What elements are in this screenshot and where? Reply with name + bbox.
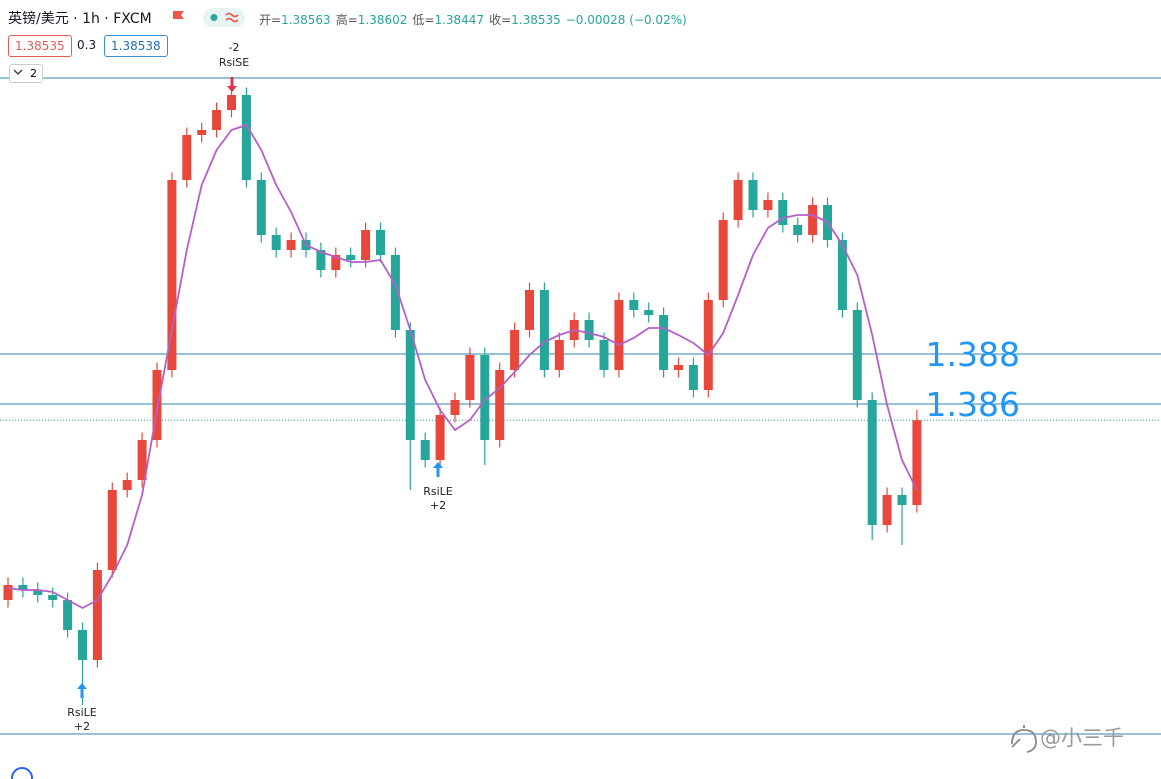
ask-price[interactable]: 1.38538 — [104, 35, 168, 57]
candle-body — [92, 570, 102, 660]
candle-body — [271, 235, 281, 250]
candle-body — [897, 495, 907, 505]
candle-body — [376, 230, 385, 255]
candle-body — [122, 480, 132, 490]
candle-body — [18, 585, 28, 590]
ohlc-label: 高= — [335, 13, 358, 27]
candle-body — [33, 590, 43, 595]
candle-body — [525, 290, 534, 330]
ohlc-row: 开=1.38563 高=1.38602 低=1.38447 收=1.38535 −0.0… — [259, 11, 687, 28]
candle-body — [435, 415, 445, 460]
ohlc-label: 低= — [412, 13, 435, 27]
signal-label: RsiSE — [219, 56, 249, 69]
spread: 0.3 — [77, 38, 97, 52]
candle-body — [361, 230, 371, 260]
candle-body — [405, 330, 415, 440]
watermark: @小三千 — [1040, 726, 1124, 750]
candle-body — [852, 310, 862, 400]
signal-qty: +2 — [430, 499, 446, 512]
candle-body — [420, 440, 430, 460]
candle-body — [674, 365, 683, 370]
candle-body — [629, 300, 639, 310]
signal-arrow — [433, 462, 443, 477]
candle-body — [778, 200, 788, 225]
candle-body — [882, 495, 892, 525]
candle-body — [331, 255, 341, 270]
candle-body — [599, 340, 609, 370]
candle-body — [495, 370, 505, 440]
candle-body — [227, 95, 236, 110]
candle-body — [808, 205, 818, 235]
candle-body — [733, 180, 743, 220]
ohlc-value: 1.38535 — [511, 13, 561, 27]
indicator-toggle[interactable]: 2 — [9, 64, 43, 83]
candle-body — [688, 365, 698, 390]
candle-body — [480, 355, 490, 440]
candle-body — [912, 420, 922, 505]
signal-label: RsiLE — [67, 706, 97, 719]
candle-body — [614, 300, 624, 370]
candle-body — [510, 330, 520, 370]
candle-body — [793, 225, 803, 235]
candle-body — [48, 595, 58, 600]
candle-body — [450, 400, 460, 415]
candle-body — [554, 340, 564, 370]
candle-body — [182, 135, 192, 180]
candle-body — [107, 490, 117, 570]
ohlc-label: 开= — [259, 13, 282, 27]
ohlc-value: 1.38447 — [434, 13, 485, 27]
candle-body — [256, 180, 266, 235]
candle-body — [63, 600, 73, 630]
signal-arrow — [227, 77, 237, 92]
ohlc-label: 收= — [489, 13, 512, 27]
signal-qty: +2 — [74, 720, 90, 733]
bid-price[interactable]: 1.38535 — [8, 35, 72, 57]
candle-body — [316, 250, 326, 270]
candle-body — [659, 315, 669, 370]
candle-body — [837, 240, 847, 310]
moving-average — [7, 123, 918, 610]
change: −0.00028 (−0.02%) — [565, 13, 687, 27]
candle-body — [137, 440, 147, 480]
candle-body — [703, 300, 713, 390]
candle-body — [286, 240, 296, 250]
ohlc-value: 1.38563 — [281, 13, 331, 27]
price-label: 1.388 — [926, 335, 1020, 374]
symbol-title[interactable]: 英镑/美元 · 1h · FXCM — [8, 11, 152, 27]
candle-body — [644, 310, 654, 315]
candle-body — [867, 400, 877, 525]
candle-body — [167, 180, 177, 370]
ohlc-value: 1.38602 — [357, 13, 408, 27]
candle-body — [212, 110, 222, 130]
candle-body — [346, 255, 356, 260]
candle-body — [78, 630, 87, 660]
candle-body — [3, 585, 13, 600]
signal-arrow — [77, 683, 87, 698]
candle-body — [763, 200, 773, 210]
candle-body — [748, 180, 758, 210]
candle-body — [152, 370, 162, 440]
signal-label: RsiLE — [423, 485, 453, 498]
price-label: 1.386 — [926, 385, 1020, 424]
signal-qty: -2 — [229, 41, 240, 54]
candle-body — [390, 255, 400, 330]
candle-body — [718, 220, 728, 300]
candle-body — [465, 355, 475, 400]
candle-body — [197, 130, 207, 135]
candle-body — [539, 290, 549, 370]
candle-body — [584, 320, 594, 340]
candle-body — [241, 95, 251, 180]
